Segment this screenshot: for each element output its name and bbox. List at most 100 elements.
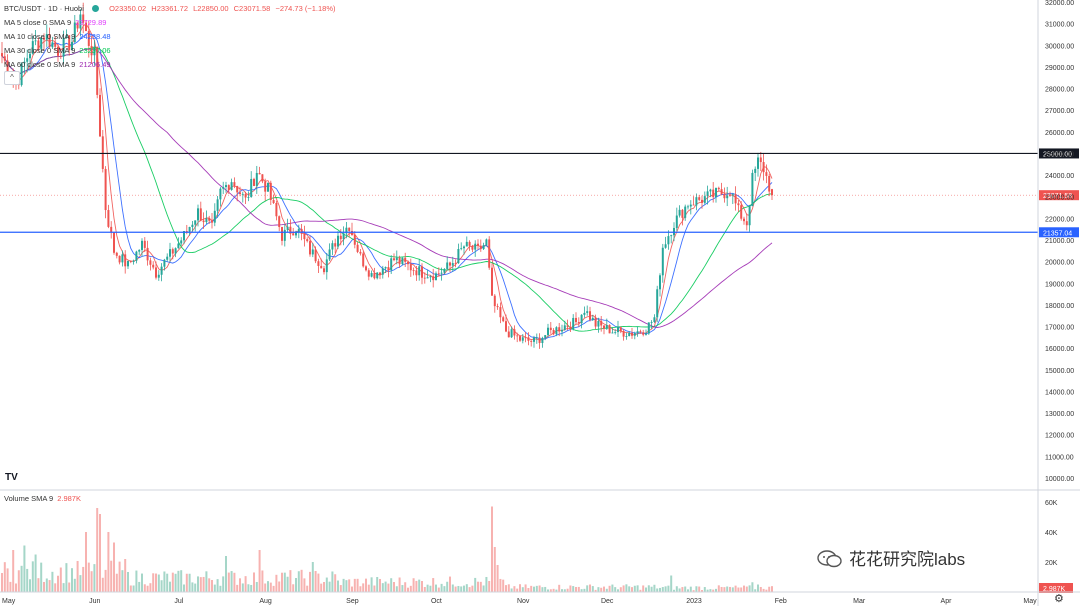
indicator-ma30[interactable]: MA 30 close 0 SMA 9 23237.06 <box>4 44 335 58</box>
volume-bar <box>678 588 681 592</box>
candle <box>440 267 443 281</box>
volume-bar <box>530 585 533 592</box>
volume-bar <box>507 584 510 592</box>
volume-bar <box>594 589 597 592</box>
volume-bar <box>230 571 233 592</box>
volume-bar <box>264 583 267 592</box>
volume-bar <box>757 584 759 592</box>
price-tick-label: 29000.00 <box>1045 65 1074 72</box>
candle <box>726 186 729 207</box>
candle <box>407 260 409 271</box>
volume-bar <box>54 583 57 592</box>
volume-bar <box>129 585 132 592</box>
volume-bar <box>558 584 561 592</box>
volume-bar <box>267 581 269 592</box>
volume-bar <box>356 578 359 592</box>
volume-bar <box>477 581 479 592</box>
volume-bar <box>645 587 647 592</box>
symbol-title[interactable]: BTC/USDT · 1D · Huobi <box>4 4 84 13</box>
candle <box>45 24 48 47</box>
volume-legend[interactable]: Volume SMA 9 2.987K <box>4 494 81 503</box>
watermark-text: 花花研究院labs <box>849 550 966 569</box>
candle <box>633 331 636 340</box>
candle <box>54 36 57 51</box>
candle <box>121 250 124 267</box>
candle <box>286 218 289 233</box>
volume-bar <box>118 561 121 592</box>
volume-bar <box>225 556 227 592</box>
volume-bar <box>418 579 421 592</box>
indicator-value: 21206.49 <box>79 60 111 69</box>
candle <box>191 220 194 232</box>
volume-bar <box>255 581 258 592</box>
candle <box>101 129 104 173</box>
candle <box>261 174 264 184</box>
candle <box>325 252 328 280</box>
ohlc-low: L22850.00 <box>193 4 229 13</box>
volume-bar <box>723 587 726 592</box>
indicator-ma10[interactable]: MA 10 close 0 SMA 9 24238.48 <box>4 30 335 44</box>
indicator-value: 24238.48 <box>79 32 111 41</box>
volume-bar <box>468 587 471 592</box>
volume-bar <box>188 573 191 592</box>
volume-bar <box>323 581 325 592</box>
volume-bar <box>499 578 502 592</box>
candle <box>149 257 152 271</box>
volume-bar <box>768 586 771 592</box>
candle <box>412 267 415 276</box>
volume-bar <box>199 577 202 592</box>
candle <box>367 268 370 281</box>
candle <box>208 215 211 224</box>
volume-bar <box>759 586 762 592</box>
candle <box>765 164 768 184</box>
volume-bar <box>43 581 45 592</box>
volume-bar <box>177 570 180 592</box>
candle <box>328 243 331 262</box>
price-tick-label: 26000.00 <box>1045 130 1074 137</box>
volume-bar <box>367 584 370 592</box>
candle <box>241 191 244 203</box>
volume-bar <box>479 581 482 592</box>
candle <box>535 333 538 344</box>
candle <box>404 252 407 267</box>
candle <box>160 263 163 282</box>
candle <box>213 203 216 227</box>
indicator-ma60[interactable]: MA 60 close 0 SMA 9 21206.49 <box>4 58 335 72</box>
candle <box>748 204 751 232</box>
indicator-ma5[interactable]: MA 5 close 0 SMA 9 23729.89 <box>4 16 335 30</box>
candle <box>549 322 552 334</box>
volume-bar <box>600 587 603 592</box>
volume-bar <box>149 583 152 592</box>
volume-bar <box>219 585 222 592</box>
indicator-label: MA 30 close 0 SMA 9 <box>4 46 76 55</box>
collapse-legend-button[interactable]: ^ <box>4 71 20 85</box>
settings-gear-icon[interactable]: ⚙ <box>1054 593 1064 605</box>
symbol-row[interactable]: BTC/USDT · 1D · Huobi O23350.02 H23361.7… <box>4 2 335 16</box>
horizontal-levels[interactable]: 25000.00 21357.04 23071.58 2.987K <box>0 148 1079 593</box>
volume-bar <box>726 586 729 592</box>
candle <box>698 194 701 202</box>
volume-bar <box>297 571 300 592</box>
volume-bar <box>34 554 37 592</box>
candle <box>527 332 530 346</box>
candle <box>479 239 482 252</box>
candle <box>323 265 325 275</box>
volume-bar <box>71 568 73 592</box>
volume-bar <box>440 583 443 592</box>
volume-bar <box>561 589 563 592</box>
candle <box>135 250 138 264</box>
candle <box>205 210 208 225</box>
volume-bar <box>337 580 339 592</box>
volume-bar <box>272 585 275 592</box>
volume-bar <box>432 578 435 592</box>
volume-bar <box>541 587 544 592</box>
candle <box>507 326 510 338</box>
volume-bar <box>765 589 768 592</box>
candle <box>177 237 180 249</box>
candle <box>370 270 373 278</box>
volume-bar <box>20 565 23 592</box>
candle <box>230 178 233 191</box>
candle <box>591 314 594 321</box>
volume-bar <box>577 586 580 592</box>
